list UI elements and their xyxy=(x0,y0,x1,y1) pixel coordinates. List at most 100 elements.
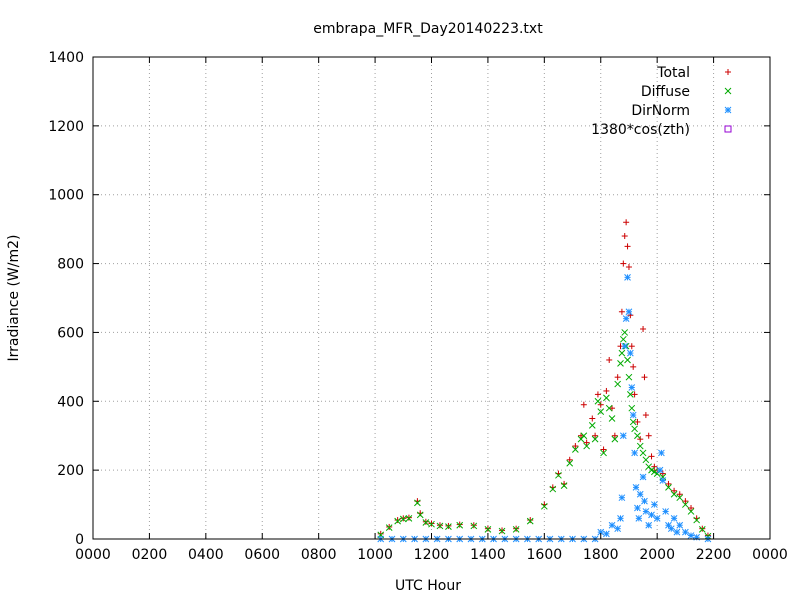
x-tick-label: 0000 xyxy=(752,547,788,563)
data-point xyxy=(676,494,684,502)
data-point xyxy=(399,515,407,523)
data-point xyxy=(635,514,643,522)
data-point xyxy=(641,374,648,381)
data-point xyxy=(609,405,616,412)
data-point xyxy=(470,522,478,530)
data-point xyxy=(622,315,630,323)
data-point xyxy=(687,532,695,539)
data-point xyxy=(385,524,393,531)
data-point xyxy=(639,473,647,481)
data-point xyxy=(594,397,602,405)
data-point xyxy=(634,504,641,512)
data-point xyxy=(614,525,622,533)
data-point xyxy=(583,442,590,450)
data-point xyxy=(625,308,633,316)
data-point xyxy=(592,432,599,439)
y-tick-label: 400 xyxy=(57,394,84,410)
data-point xyxy=(416,511,424,519)
data-point xyxy=(653,514,661,522)
data-point xyxy=(688,505,695,512)
data-point xyxy=(498,527,506,535)
data-point xyxy=(676,521,684,529)
data-point xyxy=(555,471,562,479)
data-point xyxy=(642,412,649,419)
data-point xyxy=(608,415,616,422)
data-point xyxy=(637,436,644,443)
legend-marker xyxy=(724,87,732,95)
data-point xyxy=(629,411,637,419)
data-point xyxy=(621,233,628,240)
axis-layer: 0000 0200 0400 0600 0800 1000 1200 1400 1600 1800… xyxy=(48,50,787,563)
data-point xyxy=(611,435,619,443)
data-point xyxy=(572,443,579,450)
data-point xyxy=(394,517,402,525)
data-point xyxy=(631,425,638,433)
data-point xyxy=(687,508,695,515)
data-point xyxy=(603,387,610,394)
data-point xyxy=(671,487,678,494)
data-point xyxy=(632,484,640,491)
y-tick-label: 600 xyxy=(57,325,84,341)
y-tick-label: 1200 xyxy=(48,119,84,135)
data-point xyxy=(670,514,678,522)
data-point xyxy=(445,523,452,530)
data-point xyxy=(645,521,653,529)
x-tick-label: 1400 xyxy=(470,547,506,563)
data-point xyxy=(600,449,607,457)
x-tick-label: 0800 xyxy=(301,547,337,563)
data-point xyxy=(619,432,627,440)
y-tick-label: 1400 xyxy=(48,50,84,66)
data-point xyxy=(621,329,629,336)
data-point xyxy=(620,260,627,267)
data-point xyxy=(628,343,635,350)
legend-marker xyxy=(724,125,732,133)
data-point xyxy=(600,446,607,453)
x-tick-label: 1200 xyxy=(414,547,450,563)
x-tick-label: 2200 xyxy=(696,547,732,563)
data-point xyxy=(617,360,624,367)
x-axis-label: UTC Hour xyxy=(395,578,461,594)
data-point xyxy=(624,356,631,364)
data-point xyxy=(484,526,492,533)
data-point xyxy=(650,501,658,508)
data-point xyxy=(526,517,534,525)
data-point xyxy=(377,530,384,537)
data-point xyxy=(588,422,596,429)
data-point xyxy=(682,498,689,505)
data-point xyxy=(658,449,665,457)
data-point xyxy=(642,508,650,515)
data-point xyxy=(625,373,633,381)
y-axis-label: Irradiance (W/m2) xyxy=(6,235,22,362)
series-1 xyxy=(377,329,712,540)
data-point xyxy=(634,432,641,440)
grid-layer xyxy=(93,57,770,539)
data-point xyxy=(605,404,613,412)
y-tick-label: 200 xyxy=(57,463,84,479)
data-point xyxy=(456,521,464,529)
data-point xyxy=(648,511,655,519)
data-point xyxy=(641,497,648,505)
legend-marker xyxy=(724,106,732,114)
data-point xyxy=(549,485,557,493)
data-point xyxy=(560,482,568,489)
x-tick-label: 0000 xyxy=(75,547,111,563)
x-tick-label: 1600 xyxy=(527,547,563,563)
data-point xyxy=(414,499,421,507)
data-point xyxy=(636,490,644,498)
data-point xyxy=(667,525,675,533)
data-point xyxy=(405,514,413,522)
data-point xyxy=(611,432,618,439)
data-point xyxy=(642,456,650,464)
data-point xyxy=(627,349,634,357)
data-point xyxy=(608,521,616,529)
data-point xyxy=(603,394,610,402)
data-point xyxy=(645,432,652,439)
data-point xyxy=(628,384,636,391)
data-point xyxy=(698,526,706,533)
data-point xyxy=(673,528,681,536)
data-point xyxy=(627,391,634,398)
data-point xyxy=(656,466,664,474)
